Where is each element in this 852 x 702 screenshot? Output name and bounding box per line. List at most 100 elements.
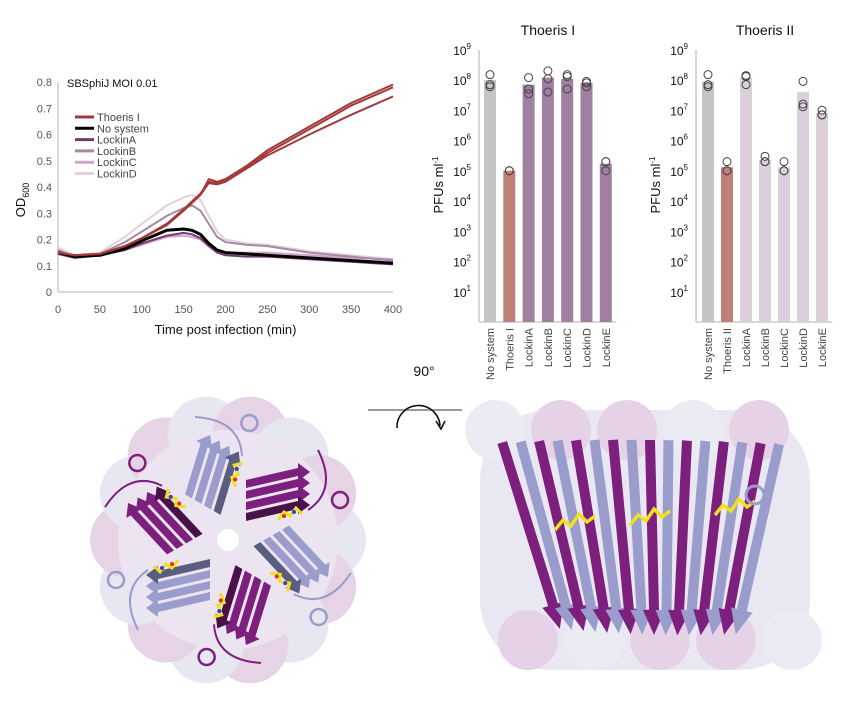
ligand (628, 506, 672, 527)
y-tick-label: 105 (670, 163, 688, 179)
strand (534, 440, 590, 632)
strand (497, 441, 564, 629)
y-tick-label: 101 (670, 284, 688, 300)
strand (705, 441, 748, 636)
category-label: LockinB (760, 328, 772, 367)
loop (129, 569, 149, 631)
strand (185, 434, 212, 499)
data-point (760, 151, 770, 161)
y-tick-label: 106 (670, 133, 688, 149)
helix (128, 453, 147, 473)
y-axis-label: PFUs ml-1 (431, 156, 446, 214)
strand (552, 439, 602, 632)
x-tick-label: 150 (174, 304, 192, 316)
data-point (703, 82, 713, 92)
bar (816, 113, 828, 323)
category-label: Thoeris I (504, 328, 516, 371)
strand (135, 497, 184, 549)
strand (246, 474, 310, 499)
thoeris-ii-bar-chart: 101 102 103 104 105 106 107 108 109 PFUs ml-1 Thoe… (648, 22, 832, 380)
y-tick-label: 104 (453, 193, 471, 209)
helix (309, 607, 328, 627)
thoeris-i-bar-chart: 101 102 103 104 105 106 107 108 109 PFUs ml-1 Thoe… (431, 22, 616, 380)
bar (797, 92, 809, 322)
surface (498, 610, 558, 670)
bar (580, 82, 593, 323)
beta-sheet (106, 559, 210, 631)
y-tick-label: 105 (453, 163, 471, 179)
y-tick-label: 101 (453, 284, 471, 300)
chart-title: Thoeris I (521, 22, 575, 38)
category-label: Thoeris II (722, 328, 734, 374)
protein-structure-side-view (465, 400, 822, 670)
x-tick-label: 0 (55, 304, 61, 316)
x-tick-label: 50 (94, 304, 106, 316)
category-label: LockinE (817, 328, 829, 367)
legend-label: LockinB (97, 146, 136, 158)
data-point (798, 76, 808, 86)
chart-title: SBSphiJ MOI 0.01 (67, 78, 158, 90)
y-tick-label: 0.7 (37, 103, 52, 115)
category-label: LockinB (543, 328, 555, 367)
strand (515, 440, 577, 631)
strand (146, 570, 210, 595)
strand (693, 440, 729, 636)
data-point (817, 110, 827, 120)
surface (465, 400, 525, 460)
data-point (798, 102, 808, 112)
rotation-indicator: 90° (368, 363, 462, 431)
series-line-lockinb (57, 204, 394, 262)
x-tick-label: 100 (133, 304, 151, 316)
y-tick-label: 109 (453, 42, 471, 58)
ligand (553, 511, 597, 532)
strand (253, 542, 302, 594)
rotation-arrow-icon (396, 404, 441, 429)
loop (307, 449, 327, 511)
data-point (524, 84, 534, 94)
bar (759, 159, 771, 322)
y-tick-label: 106 (453, 133, 471, 149)
legend-label: LockinC (97, 157, 137, 169)
data-point (722, 157, 732, 167)
y-tick-label: 107 (670, 102, 688, 118)
y-tick-label: 0.3 (37, 208, 52, 220)
y-tick-label: 0 (46, 287, 52, 299)
y-tick-label: 0.1 (37, 261, 52, 273)
x-axis-label: Time post infection (min) (155, 322, 297, 337)
ligand (213, 592, 227, 619)
bar (503, 170, 516, 322)
data-point (582, 78, 591, 88)
y-tick-label: 104 (670, 193, 688, 209)
loop (194, 416, 244, 456)
data-point (601, 166, 611, 176)
strand (272, 531, 321, 583)
bar (778, 167, 790, 322)
strand (225, 570, 252, 635)
series-line-no-system (57, 227, 394, 265)
category-label: LockinD (582, 328, 594, 368)
beta-sheet (246, 449, 350, 521)
y-tick-label: 103 (670, 223, 688, 239)
helix (197, 647, 216, 667)
strand (643, 440, 665, 635)
strand (246, 463, 310, 488)
legend-label: No system (97, 123, 149, 135)
growth-curve-chart: 0 0.1 0.2 0.3 0.4 0.5 0.6 0.7 0.8 0 50 100 150 200 250… (13, 77, 402, 337)
legend-label: LockinA (97, 135, 137, 147)
beta-sheet (253, 525, 352, 627)
bar (599, 163, 612, 322)
beta-sheet (197, 565, 271, 667)
data-point (582, 82, 591, 92)
y-tick-label: 102 (453, 254, 471, 270)
y-tick-label: 0.8 (37, 77, 52, 89)
x-tick-label: 200 (216, 304, 234, 316)
category-label: No system (703, 328, 715, 380)
legend-label: Thoeris I (97, 112, 140, 124)
category-label: LockinA (524, 327, 536, 367)
bar (522, 84, 535, 322)
data-point (543, 87, 553, 97)
data-point (543, 74, 553, 84)
strand (146, 559, 210, 584)
ligand (270, 571, 292, 592)
